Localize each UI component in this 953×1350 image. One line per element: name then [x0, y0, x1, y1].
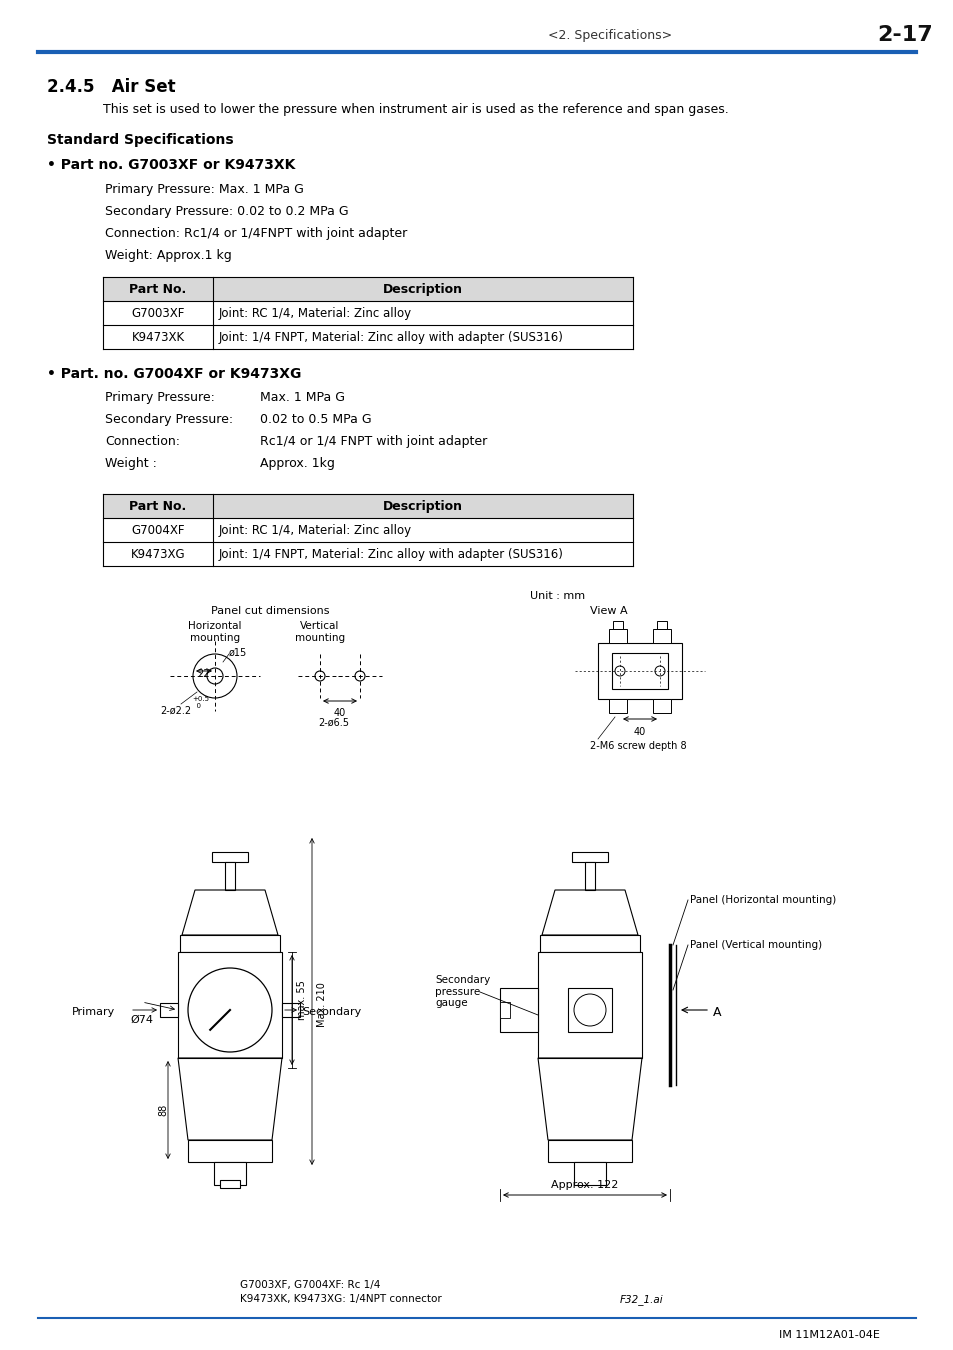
Text: Description: Description	[382, 284, 462, 296]
Text: Primary Pressure: Max. 1 MPa G: Primary Pressure: Max. 1 MPa G	[105, 184, 304, 196]
Text: Connection: Rc1/4 or 1/4FNPT with joint adapter: Connection: Rc1/4 or 1/4FNPT with joint …	[105, 227, 407, 240]
Text: 2-M6 screw depth 8: 2-M6 screw depth 8	[589, 741, 686, 751]
Text: 2.4.5   Air Set: 2.4.5 Air Set	[47, 78, 175, 96]
Bar	[567, 988, 612, 1031]
Bar	[225, 863, 234, 890]
Text: Primary Pressure:: Primary Pressure:	[105, 392, 214, 404]
Text: Horizontal
mounting: Horizontal mounting	[188, 621, 241, 643]
Bar	[188, 1139, 272, 1162]
Text: IM 11M12A01-04E: IM 11M12A01-04E	[779, 1330, 879, 1341]
Text: ø15: ø15	[229, 648, 247, 657]
Text: Panel (Vertical mounting): Panel (Vertical mounting)	[689, 940, 821, 950]
Bar	[282, 1003, 299, 1017]
Text: 40: 40	[633, 728, 645, 737]
Bar	[220, 1180, 240, 1188]
Text: Rc1/4 or 1/4 FNPT with joint adapter: Rc1/4 or 1/4 FNPT with joint adapter	[260, 435, 487, 448]
Bar	[572, 852, 607, 863]
Bar	[598, 643, 681, 699]
Text: Joint: RC 1/4, Material: Zinc alloy: Joint: RC 1/4, Material: Zinc alloy	[219, 306, 412, 320]
Text: 0.02 to 0.5 MPa G: 0.02 to 0.5 MPa G	[260, 413, 372, 427]
Text: Max. 1 MPa G: Max. 1 MPa G	[260, 392, 345, 404]
Text: <2. Specifications>: <2. Specifications>	[547, 28, 671, 42]
Text: Ø74: Ø74	[130, 1015, 152, 1025]
Text: Standard Specifications: Standard Specifications	[47, 134, 233, 147]
Text: A: A	[712, 1007, 720, 1019]
Text: 2-17: 2-17	[876, 26, 932, 45]
Text: Vertical
mounting: Vertical mounting	[294, 621, 345, 643]
Text: K9473XK, K9473XG: 1/4NPT connector: K9473XK, K9473XG: 1/4NPT connector	[240, 1295, 441, 1304]
Bar	[103, 277, 633, 301]
Bar	[608, 699, 626, 713]
Bar	[180, 936, 280, 952]
Bar	[213, 1162, 246, 1185]
Text: 2-ø6.5: 2-ø6.5	[317, 718, 349, 728]
Text: Panel cut dimensions: Panel cut dimensions	[211, 606, 329, 616]
Text: View A: View A	[589, 606, 627, 616]
Bar	[539, 936, 639, 952]
Bar	[103, 494, 633, 518]
Text: Secondary Pressure:: Secondary Pressure:	[105, 413, 233, 427]
Bar	[584, 863, 595, 890]
Text: max. 55: max. 55	[296, 980, 307, 1021]
Bar	[613, 621, 622, 629]
Bar	[574, 1162, 605, 1185]
Bar	[212, 852, 248, 863]
Text: Joint: RC 1/4, Material: Zinc alloy: Joint: RC 1/4, Material: Zinc alloy	[219, 524, 412, 537]
Text: Approx. 122: Approx. 122	[551, 1180, 618, 1189]
Text: Description: Description	[382, 500, 462, 513]
Bar	[608, 629, 626, 643]
Text: • Part no. G7003XF or K9473XK: • Part no. G7003XF or K9473XK	[47, 158, 295, 171]
Text: F32_1.ai: F32_1.ai	[619, 1295, 663, 1305]
Text: 22: 22	[197, 670, 210, 679]
Text: 40: 40	[334, 707, 346, 718]
Text: Joint: 1/4 FNPT, Material: Zinc alloy with adapter (SUS316): Joint: 1/4 FNPT, Material: Zinc alloy wi…	[219, 548, 563, 562]
Bar	[499, 1002, 510, 1018]
Text: This set is used to lower the pressure when instrument air is used as the refere: This set is used to lower the pressure w…	[103, 103, 728, 116]
Bar	[657, 621, 666, 629]
Text: Part No.: Part No.	[130, 500, 187, 513]
Text: +0.5
  0: +0.5 0	[192, 697, 209, 709]
Bar	[547, 1139, 631, 1162]
Text: Secondary
pressure
gauge: Secondary pressure gauge	[435, 975, 490, 1008]
Text: Max. 210: Max. 210	[316, 983, 327, 1027]
Bar	[652, 629, 670, 643]
Text: K9473XG: K9473XG	[131, 548, 185, 562]
Text: 2-ø2.2: 2-ø2.2	[160, 706, 191, 716]
Bar	[160, 1003, 178, 1017]
Text: Primary: Primary	[71, 1007, 115, 1017]
Text: Approx. 1kg: Approx. 1kg	[260, 458, 335, 470]
Bar	[612, 653, 667, 688]
Text: G7003XF, G7004XF: Rc 1/4: G7003XF, G7004XF: Rc 1/4	[240, 1280, 380, 1291]
Text: Secondary: Secondary	[302, 1007, 361, 1017]
Text: • Part. no. G7004XF or K9473XG: • Part. no. G7004XF or K9473XG	[47, 367, 301, 381]
Text: Unit : mm: Unit : mm	[530, 591, 584, 601]
Text: Panel (Horizontal mounting): Panel (Horizontal mounting)	[689, 895, 836, 905]
Bar	[499, 988, 537, 1031]
Text: Secondary Pressure: 0.02 to 0.2 MPa G: Secondary Pressure: 0.02 to 0.2 MPa G	[105, 205, 348, 217]
Text: Connection:: Connection:	[105, 435, 180, 448]
Text: 88: 88	[158, 1104, 168, 1116]
Bar	[537, 952, 641, 1058]
Bar	[652, 699, 670, 713]
Bar	[178, 952, 282, 1058]
Text: G7003XF: G7003XF	[132, 306, 185, 320]
Text: Part No.: Part No.	[130, 284, 187, 296]
Text: Joint: 1/4 FNPT, Material: Zinc alloy with adapter (SUS316): Joint: 1/4 FNPT, Material: Zinc alloy wi…	[219, 331, 563, 344]
Text: Weight: Approx.1 kg: Weight: Approx.1 kg	[105, 248, 232, 262]
Text: Weight :: Weight :	[105, 458, 156, 470]
Text: K9473XK: K9473XK	[132, 331, 184, 344]
Text: G7004XF: G7004XF	[132, 524, 185, 537]
